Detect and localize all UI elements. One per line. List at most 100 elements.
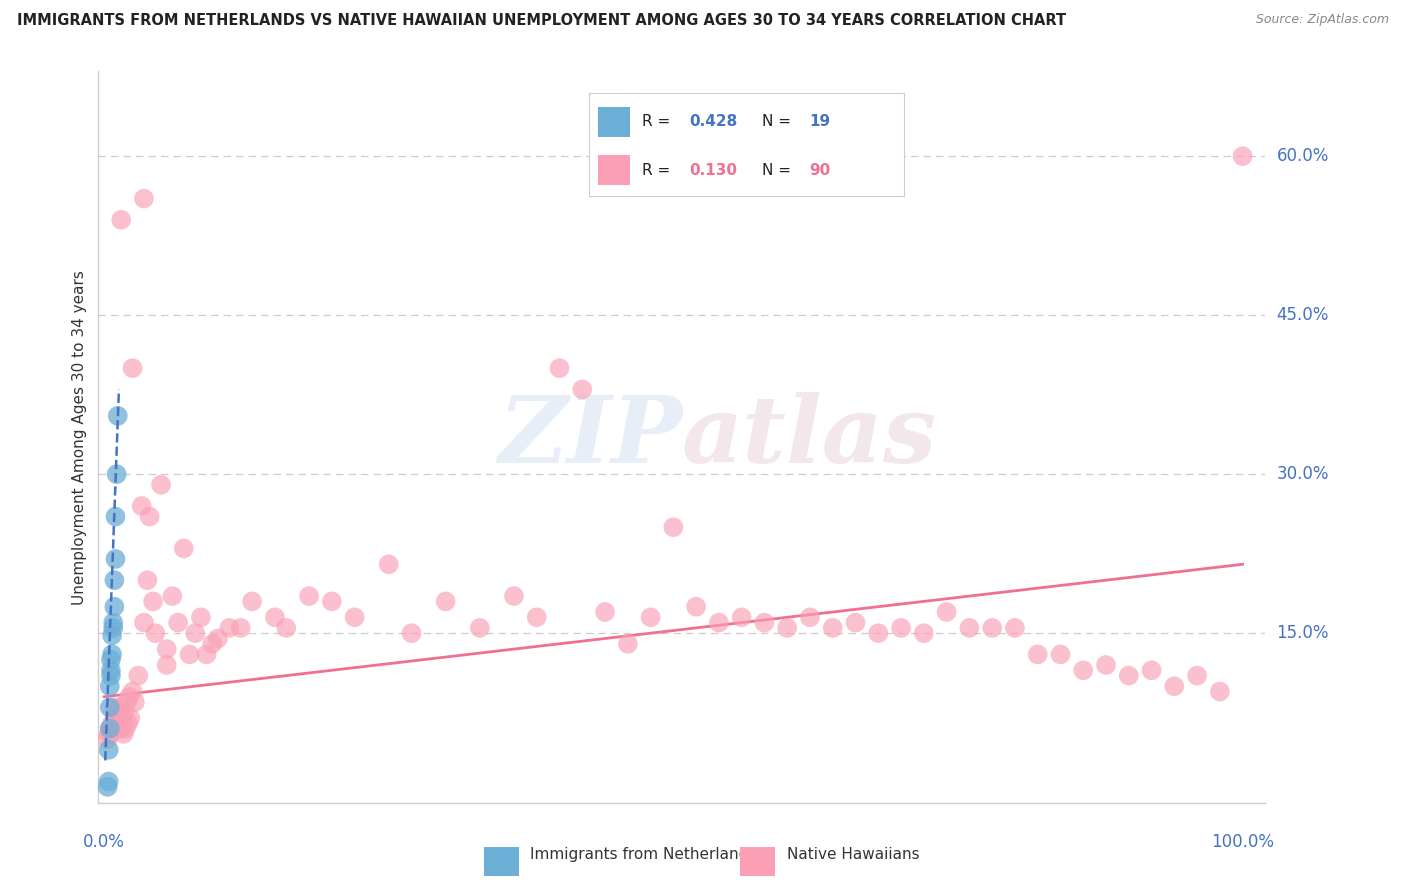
Point [1049, 648, 1071, 662]
Point [298, 589, 321, 603]
Text: 15.0%: 15.0% [1277, 624, 1329, 642]
Point [707, 615, 730, 630]
Point [1071, 663, 1094, 677]
Point [201, 637, 224, 651]
Point [100, 668, 122, 682]
Point [97, 727, 120, 741]
Point [98, 722, 121, 736]
Point [96, 780, 118, 794]
Point [100, 663, 122, 677]
Point [1095, 658, 1118, 673]
Point [121, 684, 143, 698]
Point [100, 727, 122, 741]
Point [103, 573, 125, 587]
Point [593, 605, 616, 619]
Point [107, 716, 129, 731]
Point [343, 610, 366, 624]
Text: 100.0%: 100.0% [1211, 833, 1274, 851]
Y-axis label: Unemployment Among Ages 30 to 34 years: Unemployment Among Ages 30 to 34 years [72, 269, 87, 605]
Point [101, 716, 124, 731]
Text: 60.0%: 60.0% [1277, 147, 1329, 165]
Point [229, 621, 252, 635]
Text: atlas: atlas [682, 392, 938, 482]
Point [571, 383, 593, 397]
Point [132, 192, 155, 206]
Point [468, 621, 491, 635]
Point [1163, 679, 1185, 693]
Point [1140, 663, 1163, 677]
Point [114, 722, 136, 736]
Point [503, 589, 526, 603]
Point [526, 610, 548, 624]
Text: Source: ZipAtlas.com: Source: ZipAtlas.com [1256, 13, 1389, 27]
Point [548, 361, 571, 376]
Point [96, 732, 118, 747]
Text: 30.0%: 30.0% [1277, 466, 1329, 483]
Point [957, 621, 980, 635]
Point [112, 727, 135, 741]
Text: ZIP: ZIP [498, 392, 682, 482]
Point [868, 626, 890, 640]
Point [321, 594, 343, 608]
Text: 0.0%: 0.0% [83, 833, 125, 851]
Point [685, 599, 707, 614]
Point [821, 621, 844, 635]
Point [276, 621, 298, 635]
Point [179, 648, 201, 662]
Text: Immigrants from Netherlands: Immigrants from Netherlands [530, 847, 756, 862]
Point [103, 599, 125, 614]
Point [1118, 668, 1140, 682]
Point [776, 621, 799, 635]
Point [640, 610, 662, 624]
Point [98, 700, 121, 714]
Point [104, 552, 127, 566]
Point [377, 558, 399, 572]
Point [111, 711, 134, 725]
Point [103, 722, 125, 736]
Point [1004, 621, 1026, 635]
Point [124, 695, 146, 709]
Point [1185, 668, 1208, 682]
Point [264, 610, 287, 624]
Point [121, 361, 143, 376]
Point [138, 509, 160, 524]
Point [103, 700, 125, 714]
Point [104, 509, 127, 524]
Point [1209, 684, 1232, 698]
Point [207, 632, 229, 646]
Point [434, 594, 457, 608]
Point [101, 628, 124, 642]
Point [662, 520, 685, 534]
Point [105, 467, 128, 482]
Point [167, 615, 190, 630]
Point [935, 605, 957, 619]
Point [108, 722, 131, 736]
Point [240, 594, 263, 608]
Point [617, 637, 640, 651]
Point [97, 743, 120, 757]
Point [105, 711, 128, 725]
Point [110, 722, 132, 736]
Point [1026, 648, 1049, 662]
Point [98, 679, 121, 693]
Point [103, 615, 125, 630]
Point [218, 621, 240, 635]
Point [127, 668, 149, 682]
Point [162, 589, 184, 603]
Point [799, 610, 821, 624]
Point [844, 615, 866, 630]
Point [100, 653, 122, 667]
Point [115, 695, 138, 709]
Text: 45.0%: 45.0% [1277, 306, 1329, 324]
Point [184, 626, 207, 640]
Point [156, 642, 179, 657]
Point [731, 610, 754, 624]
Point [101, 648, 124, 662]
Point [754, 615, 776, 630]
Text: IMMIGRANTS FROM NETHERLANDS VS NATIVE HAWAIIAN UNEMPLOYMENT AMONG AGES 30 TO 34 : IMMIGRANTS FROM NETHERLANDS VS NATIVE HA… [17, 13, 1066, 29]
Point [107, 409, 129, 423]
Point [981, 621, 1004, 635]
Point [103, 621, 125, 635]
Point [108, 700, 131, 714]
Point [118, 690, 141, 704]
